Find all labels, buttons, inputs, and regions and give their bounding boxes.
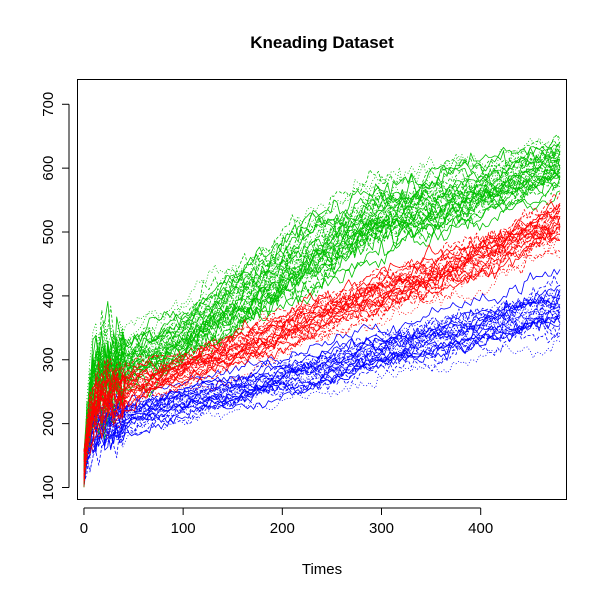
series-curve — [83, 321, 561, 460]
y-tick-label: 500 — [40, 219, 57, 244]
y-tick-label: 400 — [40, 283, 57, 308]
series-curve — [83, 192, 561, 462]
series-curve — [83, 157, 561, 457]
series-curve — [83, 143, 561, 452]
y-tick-label: 200 — [40, 411, 57, 436]
series-curve — [83, 161, 561, 457]
series-curve — [83, 232, 561, 467]
series-curve — [83, 340, 561, 471]
series-curve — [83, 210, 561, 477]
series-curve — [83, 301, 561, 486]
y-axis: 100 200 300 400 500 600 700 — [40, 92, 70, 500]
series-curve — [83, 203, 561, 480]
chart-title: Kneading Dataset — [250, 33, 394, 52]
series-curve — [83, 158, 561, 452]
series-curve — [83, 223, 561, 472]
x-tick-label: 200 — [270, 520, 295, 537]
series-curve — [83, 315, 561, 484]
series-curve — [83, 179, 561, 469]
series-curve — [83, 212, 561, 487]
series-curve — [83, 224, 561, 461]
series-curve — [83, 317, 561, 473]
series-curve — [83, 211, 561, 450]
series-curve — [83, 150, 561, 460]
series-curve — [83, 297, 561, 451]
series-curve — [83, 204, 561, 473]
y-tick-label: 600 — [40, 156, 57, 181]
series-curve — [83, 164, 561, 476]
x-axis-label: Times — [302, 561, 342, 578]
series-curve — [83, 141, 561, 487]
series-curve — [83, 148, 561, 486]
series-curve — [83, 154, 561, 469]
plot-curves — [83, 134, 561, 488]
series-curve — [83, 153, 561, 460]
series-curve — [83, 158, 561, 484]
series-curve — [83, 299, 561, 463]
series-curve — [83, 156, 561, 459]
series-curve — [83, 168, 561, 478]
x-tick-label: 400 — [468, 520, 493, 537]
series-curve — [83, 168, 561, 467]
series-curve — [83, 221, 561, 477]
series-curve — [83, 216, 561, 462]
series-curve — [83, 168, 561, 462]
series-curve — [83, 158, 561, 468]
series-curve — [83, 288, 561, 458]
series-curve — [83, 311, 561, 488]
series-curve — [83, 181, 561, 461]
series-curve — [83, 134, 561, 470]
y-tick-label: 300 — [40, 347, 57, 372]
x-axis: 0 100 200 300 400 — [80, 507, 493, 537]
series-curve — [83, 163, 561, 482]
x-tick-label: 0 — [80, 520, 88, 537]
plot-frame — [77, 79, 567, 500]
series-curve — [83, 297, 561, 471]
series-curve — [83, 268, 561, 479]
series-curve — [83, 245, 561, 479]
series-curve — [83, 249, 561, 459]
series-curve — [83, 298, 561, 467]
series-curve — [83, 319, 561, 486]
series-curve — [83, 164, 561, 452]
series-curve — [83, 310, 561, 467]
series-curve — [83, 226, 561, 471]
series-curve — [83, 289, 561, 484]
y-tick-label: 700 — [40, 92, 57, 117]
y-tick-label: 100 — [40, 475, 57, 500]
series-curve — [83, 139, 561, 473]
series-curve — [83, 274, 561, 479]
x-tick-label: 100 — [171, 520, 196, 537]
x-tick-label: 300 — [369, 520, 394, 537]
series-curve — [83, 297, 561, 468]
series-curve — [83, 304, 561, 470]
